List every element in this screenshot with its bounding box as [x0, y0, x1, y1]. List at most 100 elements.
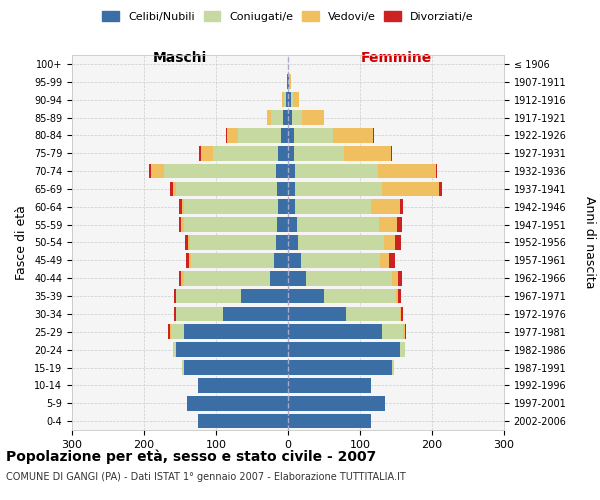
Bar [371, 200, 400, 214]
Bar [179, 218, 181, 232]
Bar [276, 164, 288, 178]
Bar [296, 218, 379, 232]
Bar [391, 146, 392, 160]
Bar [201, 146, 213, 160]
Bar [288, 378, 371, 392]
Bar [288, 396, 385, 410]
Bar [277, 235, 288, 250]
Bar [295, 200, 371, 214]
Bar [288, 164, 295, 178]
Bar [271, 110, 283, 125]
Bar [227, 128, 238, 142]
Text: Femmine: Femmine [361, 52, 431, 66]
Bar [288, 324, 382, 339]
Bar [286, 92, 288, 107]
Bar [199, 146, 201, 160]
Bar [294, 146, 344, 160]
Bar [179, 271, 181, 285]
Bar [334, 128, 373, 142]
Bar [184, 324, 288, 339]
Y-axis label: Anni di nascita: Anni di nascita [583, 196, 596, 289]
Bar [288, 271, 306, 285]
Bar [176, 306, 223, 322]
Bar [378, 164, 436, 178]
Bar [397, 218, 403, 232]
Bar [289, 74, 291, 89]
Bar [295, 182, 382, 196]
Bar [401, 306, 403, 322]
Bar [173, 342, 176, 357]
Bar [392, 360, 394, 375]
Bar [241, 289, 288, 304]
Bar [284, 92, 286, 107]
Bar [176, 182, 277, 196]
Bar [288, 360, 392, 375]
Bar [346, 306, 400, 322]
Bar [288, 289, 324, 304]
Y-axis label: Fasce di età: Fasce di età [16, 205, 28, 280]
Bar [170, 324, 184, 339]
Bar [301, 253, 380, 268]
Bar [404, 324, 406, 339]
Bar [181, 271, 184, 285]
Bar [179, 200, 182, 214]
Bar [288, 128, 294, 142]
Bar [344, 146, 391, 160]
Bar [293, 92, 299, 107]
Bar [392, 271, 398, 285]
Bar [151, 164, 164, 178]
Bar [294, 128, 334, 142]
Bar [288, 414, 371, 428]
Bar [400, 306, 401, 322]
Bar [395, 235, 401, 250]
Bar [270, 271, 288, 285]
Bar [400, 200, 403, 214]
Bar [184, 271, 270, 285]
Bar [226, 128, 227, 142]
Bar [176, 289, 241, 304]
Bar [169, 324, 170, 339]
Bar [186, 253, 188, 268]
Bar [373, 128, 374, 142]
Bar [291, 92, 293, 107]
Bar [288, 74, 289, 89]
Bar [288, 200, 295, 214]
Bar [174, 289, 176, 304]
Bar [173, 182, 176, 196]
Legend: Celibi/Nubili, Coniugati/e, Vedovi/e, Divorziati/e: Celibi/Nubili, Coniugati/e, Vedovi/e, Di… [99, 8, 477, 25]
Bar [188, 235, 190, 250]
Bar [396, 289, 398, 304]
Bar [288, 110, 292, 125]
Bar [176, 342, 288, 357]
Bar [164, 164, 276, 178]
Bar [288, 182, 295, 196]
Bar [380, 253, 389, 268]
Bar [306, 271, 392, 285]
Bar [185, 235, 188, 250]
Bar [324, 289, 396, 304]
Bar [184, 218, 277, 232]
Bar [439, 182, 442, 196]
Bar [398, 271, 403, 285]
Bar [198, 378, 288, 392]
Bar [288, 146, 294, 160]
Bar [288, 92, 291, 107]
Bar [182, 200, 184, 214]
Bar [267, 110, 271, 125]
Bar [188, 253, 191, 268]
Bar [389, 253, 395, 268]
Bar [288, 235, 298, 250]
Bar [184, 200, 278, 214]
Text: COMUNE DI GANGI (PA) - Dati ISTAT 1° gennaio 2007 - Elaborazione TUTTITALIA.IT: COMUNE DI GANGI (PA) - Dati ISTAT 1° gen… [6, 472, 406, 482]
Bar [184, 360, 288, 375]
Bar [281, 92, 284, 107]
Bar [281, 128, 288, 142]
Bar [292, 110, 302, 125]
Bar [277, 182, 288, 196]
Bar [403, 324, 404, 339]
Bar [181, 218, 184, 232]
Bar [174, 306, 176, 322]
Bar [302, 110, 324, 125]
Bar [288, 342, 400, 357]
Bar [182, 360, 184, 375]
